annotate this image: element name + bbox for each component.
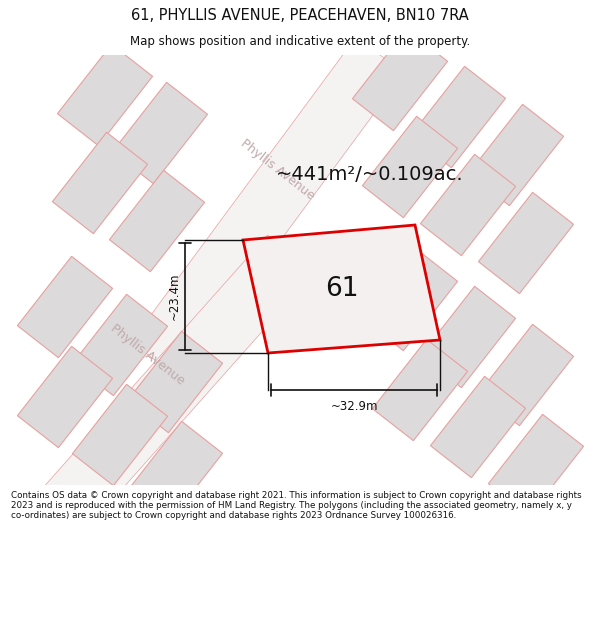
Text: 61, PHYLLIS AVENUE, PEACEHAVEN, BN10 7RA: 61, PHYLLIS AVENUE, PEACEHAVEN, BN10 7RA [131,8,469,23]
Polygon shape [362,249,458,351]
Polygon shape [488,414,584,516]
Text: ~32.9m: ~32.9m [330,399,378,412]
Polygon shape [109,171,205,272]
Polygon shape [73,294,167,396]
Polygon shape [17,256,113,358]
Polygon shape [58,44,152,146]
Text: Phyllis Avenue: Phyllis Avenue [109,322,188,388]
Text: Contains OS data © Crown copyright and database right 2021. This information is : Contains OS data © Crown copyright and d… [11,491,581,521]
Text: Map shows position and indicative extent of the property.: Map shows position and indicative extent… [130,35,470,48]
Polygon shape [73,384,167,486]
Polygon shape [28,235,313,545]
Polygon shape [373,339,467,441]
Polygon shape [478,192,574,294]
Polygon shape [52,132,148,234]
Polygon shape [362,116,458,218]
Text: ~23.4m: ~23.4m [168,272,181,320]
Polygon shape [127,421,223,522]
Polygon shape [112,82,208,184]
Text: ~441m²/~0.109ac.: ~441m²/~0.109ac. [276,166,464,184]
Text: 61: 61 [325,276,358,302]
Text: Phyllis Avenue: Phyllis Avenue [238,137,317,203]
Polygon shape [17,346,113,448]
Polygon shape [243,225,440,353]
Polygon shape [430,376,526,478]
Polygon shape [421,154,515,256]
Polygon shape [127,331,223,432]
Polygon shape [478,324,574,426]
Polygon shape [410,66,506,168]
Polygon shape [421,286,515,388]
Polygon shape [131,38,404,378]
Polygon shape [352,29,448,131]
Polygon shape [469,104,563,206]
